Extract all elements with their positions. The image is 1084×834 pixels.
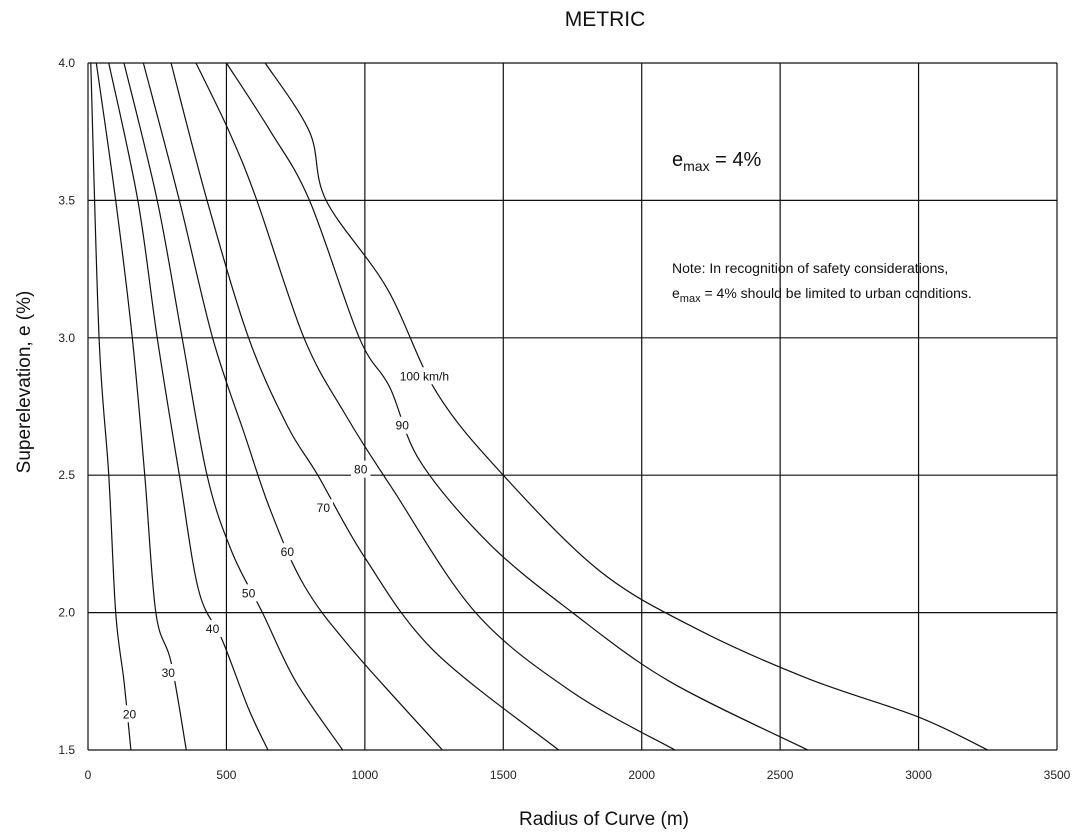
x-tick-label-3: 1500 — [490, 768, 517, 782]
speed-label-bg-90 — [392, 416, 412, 434]
note-emax-base: e — [672, 285, 680, 301]
speed-curve-100-km-h — [264, 62, 989, 751]
y-tick-label-4: 3.5 — [58, 193, 75, 207]
speed-label-bg-60 — [277, 543, 298, 561]
speed-curve-60 — [142, 62, 443, 751]
x-tick-label-7: 3500 — [1044, 768, 1071, 782]
speed-label-bg-80 — [351, 460, 371, 478]
x-tick-label-5: 2500 — [767, 768, 794, 782]
x-tick-label-4: 2000 — [628, 768, 655, 782]
speed-curve-80 — [195, 62, 676, 751]
speed-curve-70 — [170, 62, 560, 751]
speed-label-70: 70 — [317, 501, 331, 515]
speed-label-20: 20 — [123, 707, 137, 721]
x-tick-label-0: 0 — [85, 768, 92, 782]
y-tick-label-0: 1.5 — [58, 743, 75, 757]
speed-label-40: 40 — [206, 622, 220, 636]
speed-curve-labels: 20 30 40 50 60 70 80 90 100 km/h — [119, 367, 453, 723]
speed-label-50: 50 — [242, 586, 256, 600]
note-line-1: Note: In recognition of safety considera… — [672, 260, 948, 276]
chart-title: METRIC — [565, 8, 646, 31]
x-axis-title: Radius of Curve (m) — [519, 809, 689, 830]
note-rest: = 4% should be limited to urban conditio… — [701, 285, 972, 301]
x-tick-label-2: 1000 — [352, 768, 379, 782]
emax-base: e — [672, 149, 683, 171]
x-tick-label-6: 3000 — [905, 768, 932, 782]
speed-label-80: 80 — [354, 463, 368, 477]
speed-curve-20 — [90, 62, 132, 751]
emax-subscript: max — [683, 158, 709, 174]
note-line-2: emax = 4% should be limited to urban con… — [672, 285, 972, 305]
speed-label-bg-20 — [119, 705, 140, 723]
note-emax-subscript: max — [680, 293, 701, 305]
y-axis-title: Superelevation, e (%) — [14, 291, 35, 474]
speed-label-30: 30 — [162, 666, 176, 680]
speed-label-bg-50 — [238, 584, 259, 602]
y-tick-labels: 1.5 2.0 2.5 3.0 3.5 4.0 — [58, 56, 75, 757]
speed-curve-40 — [108, 62, 269, 751]
speed-curve-30 — [95, 62, 187, 751]
speed-label-90: 90 — [396, 419, 410, 433]
speed-label-bg-100-km-h — [396, 367, 453, 385]
x-tick-label-1: 500 — [216, 768, 236, 782]
speed-label-bg-30 — [158, 664, 178, 682]
y-tick-label-5: 4.0 — [58, 56, 75, 70]
y-tick-label-2: 2.5 — [58, 468, 75, 482]
speed-curve-50 — [123, 62, 344, 751]
y-tick-label-3: 3.0 — [58, 331, 75, 345]
speed-label-bg-40 — [202, 620, 223, 638]
y-tick-label-1: 2.0 — [58, 606, 75, 620]
speed-label-100-km-h: 100 km/h — [400, 369, 449, 383]
speed-curves — [90, 62, 989, 751]
emax-annotation: emax = 4% — [672, 149, 761, 174]
emax-rest: = 4% — [710, 149, 762, 171]
speed-label-60: 60 — [281, 545, 295, 559]
speed-curve-90 — [225, 62, 809, 751]
speed-label-bg-70 — [313, 499, 334, 517]
grid-lines — [87, 62, 1058, 751]
x-tick-labels: 0 500 1000 1500 2000 2500 3000 3500 — [85, 768, 1071, 782]
